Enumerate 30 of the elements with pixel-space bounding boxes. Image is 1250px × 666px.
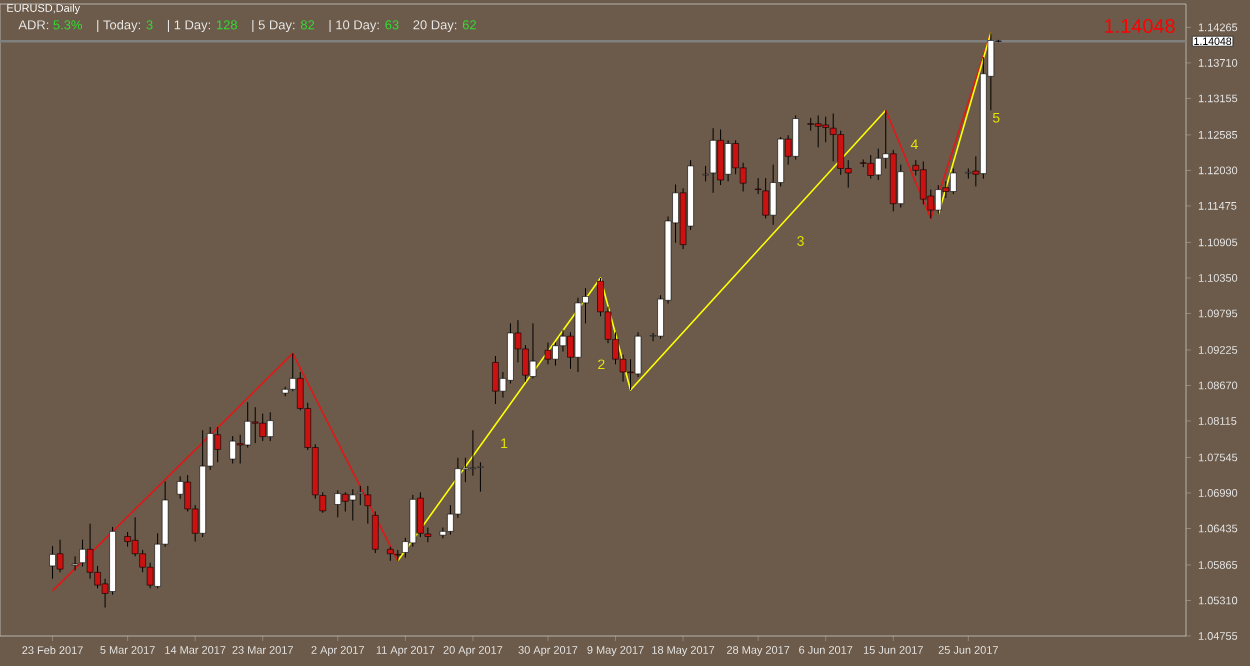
candlestick bbox=[529, 322, 537, 379]
candlestick bbox=[341, 491, 349, 513]
candlestick bbox=[79, 539, 86, 568]
candlestick bbox=[334, 489, 342, 518]
candlestick bbox=[372, 511, 379, 554]
line-series bbox=[397, 109, 887, 562]
candlestick bbox=[492, 355, 499, 405]
candlestick bbox=[822, 116, 829, 143]
candlestick bbox=[792, 114, 799, 161]
candlestick bbox=[49, 545, 56, 580]
candlestick bbox=[266, 411, 274, 442]
candlestick bbox=[762, 177, 769, 219]
candlestick bbox=[965, 167, 972, 180]
candlestick bbox=[867, 154, 875, 180]
candlestick bbox=[349, 488, 357, 521]
candlestick bbox=[214, 426, 221, 463]
candlestick bbox=[251, 406, 259, 444]
candlestick bbox=[814, 114, 822, 148]
candlestick bbox=[544, 342, 552, 365]
candlestick bbox=[717, 128, 724, 186]
candlestick bbox=[935, 184, 942, 216]
candlestick bbox=[709, 127, 717, 194]
candlestick bbox=[364, 485, 372, 525]
annotation: 1.14048 bbox=[1105, 18, 1175, 34]
candlestick bbox=[724, 139, 732, 182]
candlestick bbox=[229, 435, 236, 465]
candlestick bbox=[950, 167, 957, 195]
candlestick bbox=[86, 523, 94, 580]
candlestick bbox=[56, 539, 64, 573]
candlestick bbox=[259, 413, 267, 442]
